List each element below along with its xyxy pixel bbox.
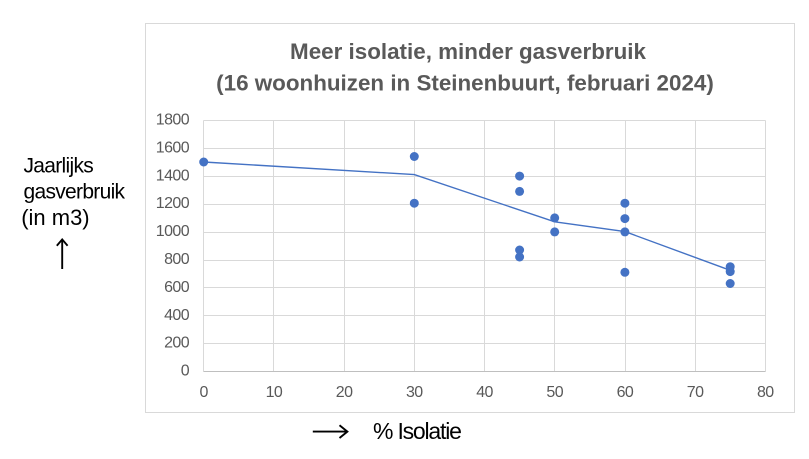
svg-text:800: 800 <box>164 251 190 268</box>
svg-text:40: 40 <box>476 384 493 401</box>
svg-text:600: 600 <box>164 279 190 296</box>
svg-text:1000: 1000 <box>156 223 190 240</box>
svg-text:10: 10 <box>266 384 283 401</box>
svg-text:1600: 1600 <box>156 139 190 156</box>
svg-text:200: 200 <box>164 335 190 352</box>
svg-text:(in m3): (in m3) <box>21 205 89 230</box>
svg-text:0: 0 <box>200 384 209 401</box>
svg-text:1200: 1200 <box>156 195 190 212</box>
svg-text:80: 80 <box>757 384 774 401</box>
svg-text:gasverbruik: gasverbruik <box>24 180 126 203</box>
svg-text:20: 20 <box>336 384 353 401</box>
svg-text:Jaarlijks: Jaarlijks <box>24 155 94 178</box>
svg-text:70: 70 <box>687 384 704 401</box>
svg-text:0: 0 <box>181 363 190 380</box>
svg-text:60: 60 <box>617 384 634 401</box>
svg-text:50: 50 <box>546 384 563 401</box>
svg-text:30: 30 <box>406 384 423 401</box>
svg-text:1800: 1800 <box>156 112 190 129</box>
svg-text:Meer isolatie, minder gasverbr: Meer isolatie, minder gasverbruik <box>290 39 646 64</box>
svg-text:% Isolatie: % Isolatie <box>373 418 461 444</box>
svg-text:1400: 1400 <box>156 167 190 184</box>
svg-text:(16 woonhuizen in Steinenbuurt: (16 woonhuizen in Steinenbuurt, februari… <box>216 70 714 95</box>
svg-text:400: 400 <box>164 307 190 324</box>
